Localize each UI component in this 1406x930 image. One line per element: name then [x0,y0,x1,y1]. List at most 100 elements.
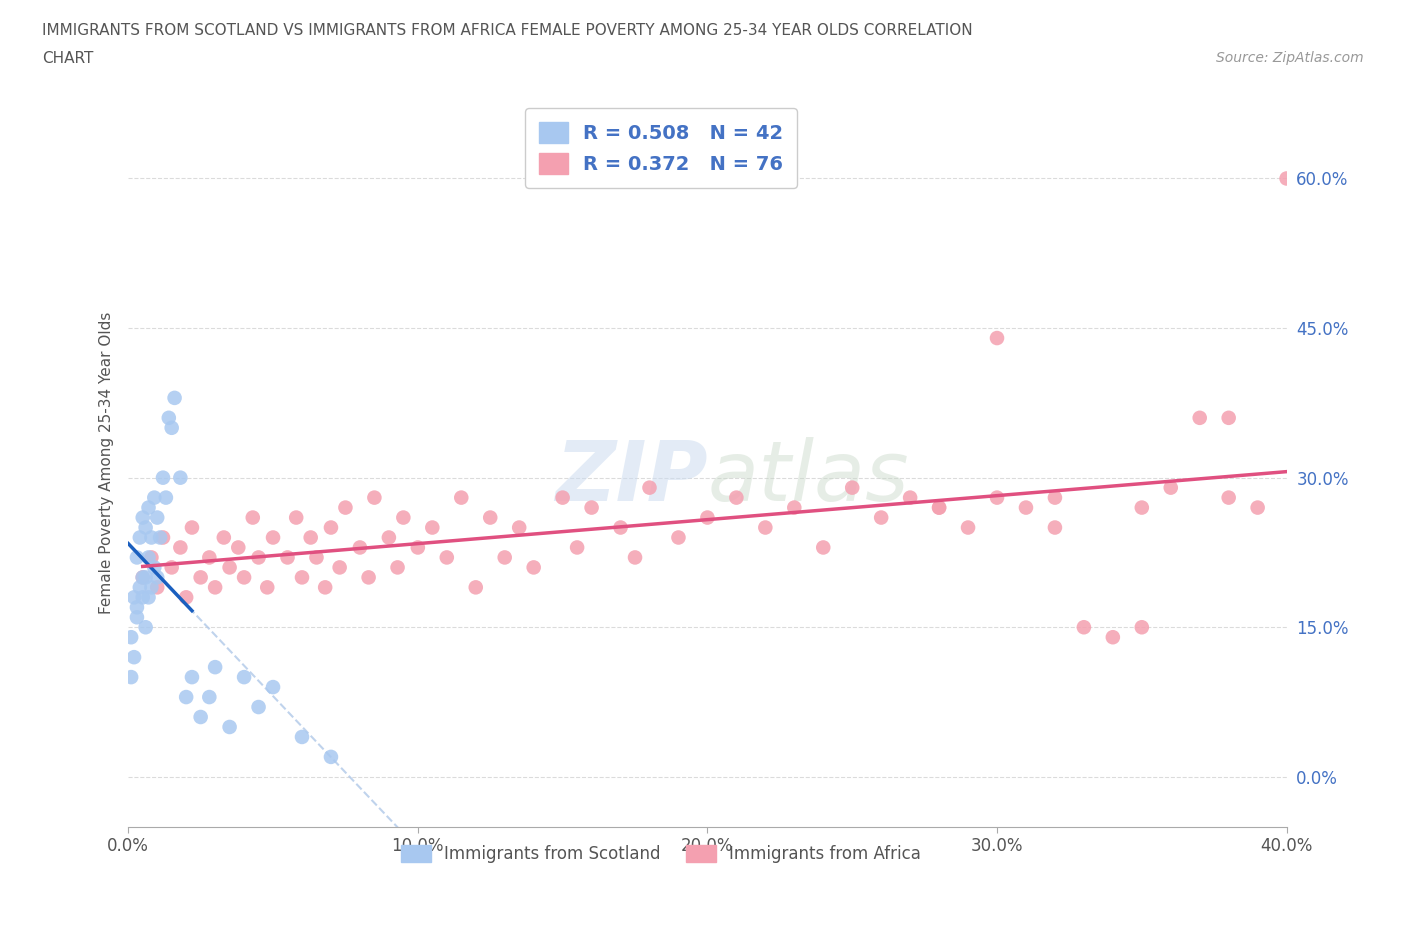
Point [132,570,155,585]
Point [155,490,177,505]
Point [565,540,588,555]
Point [247,550,270,565]
Point [357,570,380,585]
Point [181,670,204,684]
Point [668,530,690,545]
Text: CHART: CHART [42,51,94,66]
Point [174,690,197,705]
Text: Source: ZipAtlas.com: Source: ZipAtlas.com [1216,51,1364,65]
Point [190,570,212,585]
Point [247,699,270,714]
Point [218,560,240,575]
Point [387,560,409,575]
Point [146,570,169,585]
Point [696,511,718,525]
Point [1130,619,1153,634]
Point [128,530,150,545]
Point [1218,410,1240,425]
Text: IMMIGRANTS FROM SCOTLAND VS IMMIGRANTS FROM AFRICA FEMALE POVERTY AMONG 25-34 YE: IMMIGRANTS FROM SCOTLAND VS IMMIGRANTS F… [42,23,973,38]
Point [233,670,256,684]
Point [233,570,256,585]
Point [218,720,240,735]
Point [1246,500,1268,515]
Point [120,630,142,644]
Point [141,550,163,565]
Point [551,490,574,505]
Point [813,540,835,555]
Point [291,570,314,585]
Point [1275,171,1298,186]
Point [138,500,160,515]
Point [406,540,429,555]
Point [122,590,145,604]
Point [436,550,458,565]
Point [928,500,950,515]
Point [169,540,191,555]
Point [725,490,748,505]
Point [146,580,169,595]
Point [928,500,950,515]
Point [285,511,308,525]
Point [169,471,191,485]
Point [1160,480,1182,495]
Point [143,490,166,505]
Point [986,490,1008,505]
Point [242,511,264,525]
Point [190,710,212,724]
Point [135,520,157,535]
Point [163,391,186,405]
Point [157,410,180,425]
Point [581,500,603,515]
Point [1015,500,1038,515]
Point [132,570,155,585]
Point [120,670,142,684]
Point [319,520,342,535]
Point [870,511,893,525]
Point [146,511,169,525]
Point [783,500,806,515]
Point [420,520,443,535]
Point [262,530,284,545]
Point [122,650,145,665]
Point [898,490,921,505]
Point [125,610,148,625]
Point [329,560,352,575]
Point [198,550,221,565]
Point [299,530,322,545]
Point [226,540,249,555]
Point [841,480,863,495]
Point [1043,490,1066,505]
Point [450,490,472,505]
Point [1101,630,1123,644]
Point [256,580,278,595]
Point [212,530,235,545]
Point [141,530,163,545]
Point [754,520,776,535]
Point [152,471,174,485]
Point [135,619,157,634]
Point [523,560,546,575]
Point [132,590,155,604]
Point [276,550,298,565]
Point [392,511,415,525]
Point [335,500,357,515]
Point [141,580,163,595]
Point [174,590,197,604]
Point [138,590,160,604]
Point [160,560,183,575]
Point [149,530,172,545]
Point [1043,520,1066,535]
Point [1188,410,1211,425]
Point [378,530,401,545]
Point [986,330,1008,345]
Point [349,540,371,555]
Point [143,560,166,575]
Point [160,420,183,435]
Point [198,690,221,705]
Point [508,520,530,535]
Point [624,550,647,565]
Point [1218,490,1240,505]
Point [125,550,148,565]
Point [1130,500,1153,515]
Point [291,729,314,744]
